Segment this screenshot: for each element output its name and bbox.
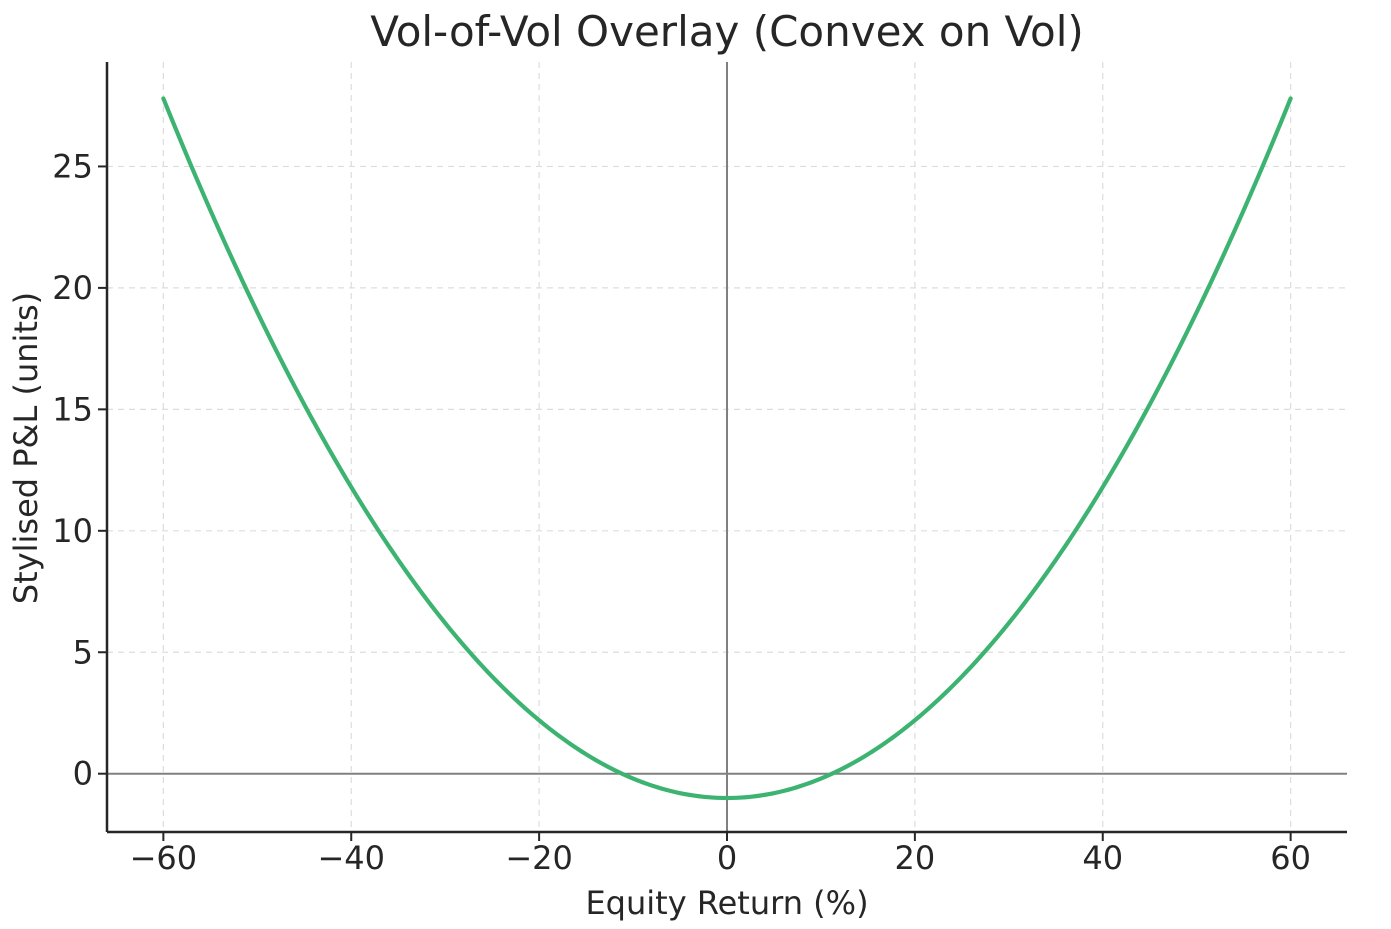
x-tick-label: 20 — [895, 839, 936, 877]
x-axis-label: Equity Return (%) — [585, 884, 868, 922]
x-tick-label: −20 — [505, 839, 573, 877]
ticks: −60 −40 −20 0 20 40 60 0 5 10 15 20 25 — [52, 147, 1311, 877]
reference-lines — [107, 62, 1347, 832]
x-tick-label: −40 — [317, 839, 385, 877]
y-axis-label: Stylised P&L (units) — [7, 292, 45, 604]
series-line — [161, 96, 1293, 801]
series-layer — [161, 96, 1293, 801]
x-tick-label: 0 — [717, 839, 737, 877]
y-tick-label: 0 — [73, 755, 93, 793]
y-tick-label: 10 — [52, 512, 93, 550]
chart-title: Vol-of-Vol Overlay (Convex on Vol) — [370, 7, 1084, 56]
x-tick-label: −60 — [130, 839, 198, 877]
x-tick-label: 40 — [1082, 839, 1123, 877]
y-tick-label: 25 — [52, 147, 93, 185]
y-tick-label: 15 — [52, 390, 93, 428]
x-tick-label: 60 — [1270, 839, 1311, 877]
y-tick-label: 20 — [52, 269, 93, 307]
y-tick-label: 5 — [73, 633, 93, 671]
